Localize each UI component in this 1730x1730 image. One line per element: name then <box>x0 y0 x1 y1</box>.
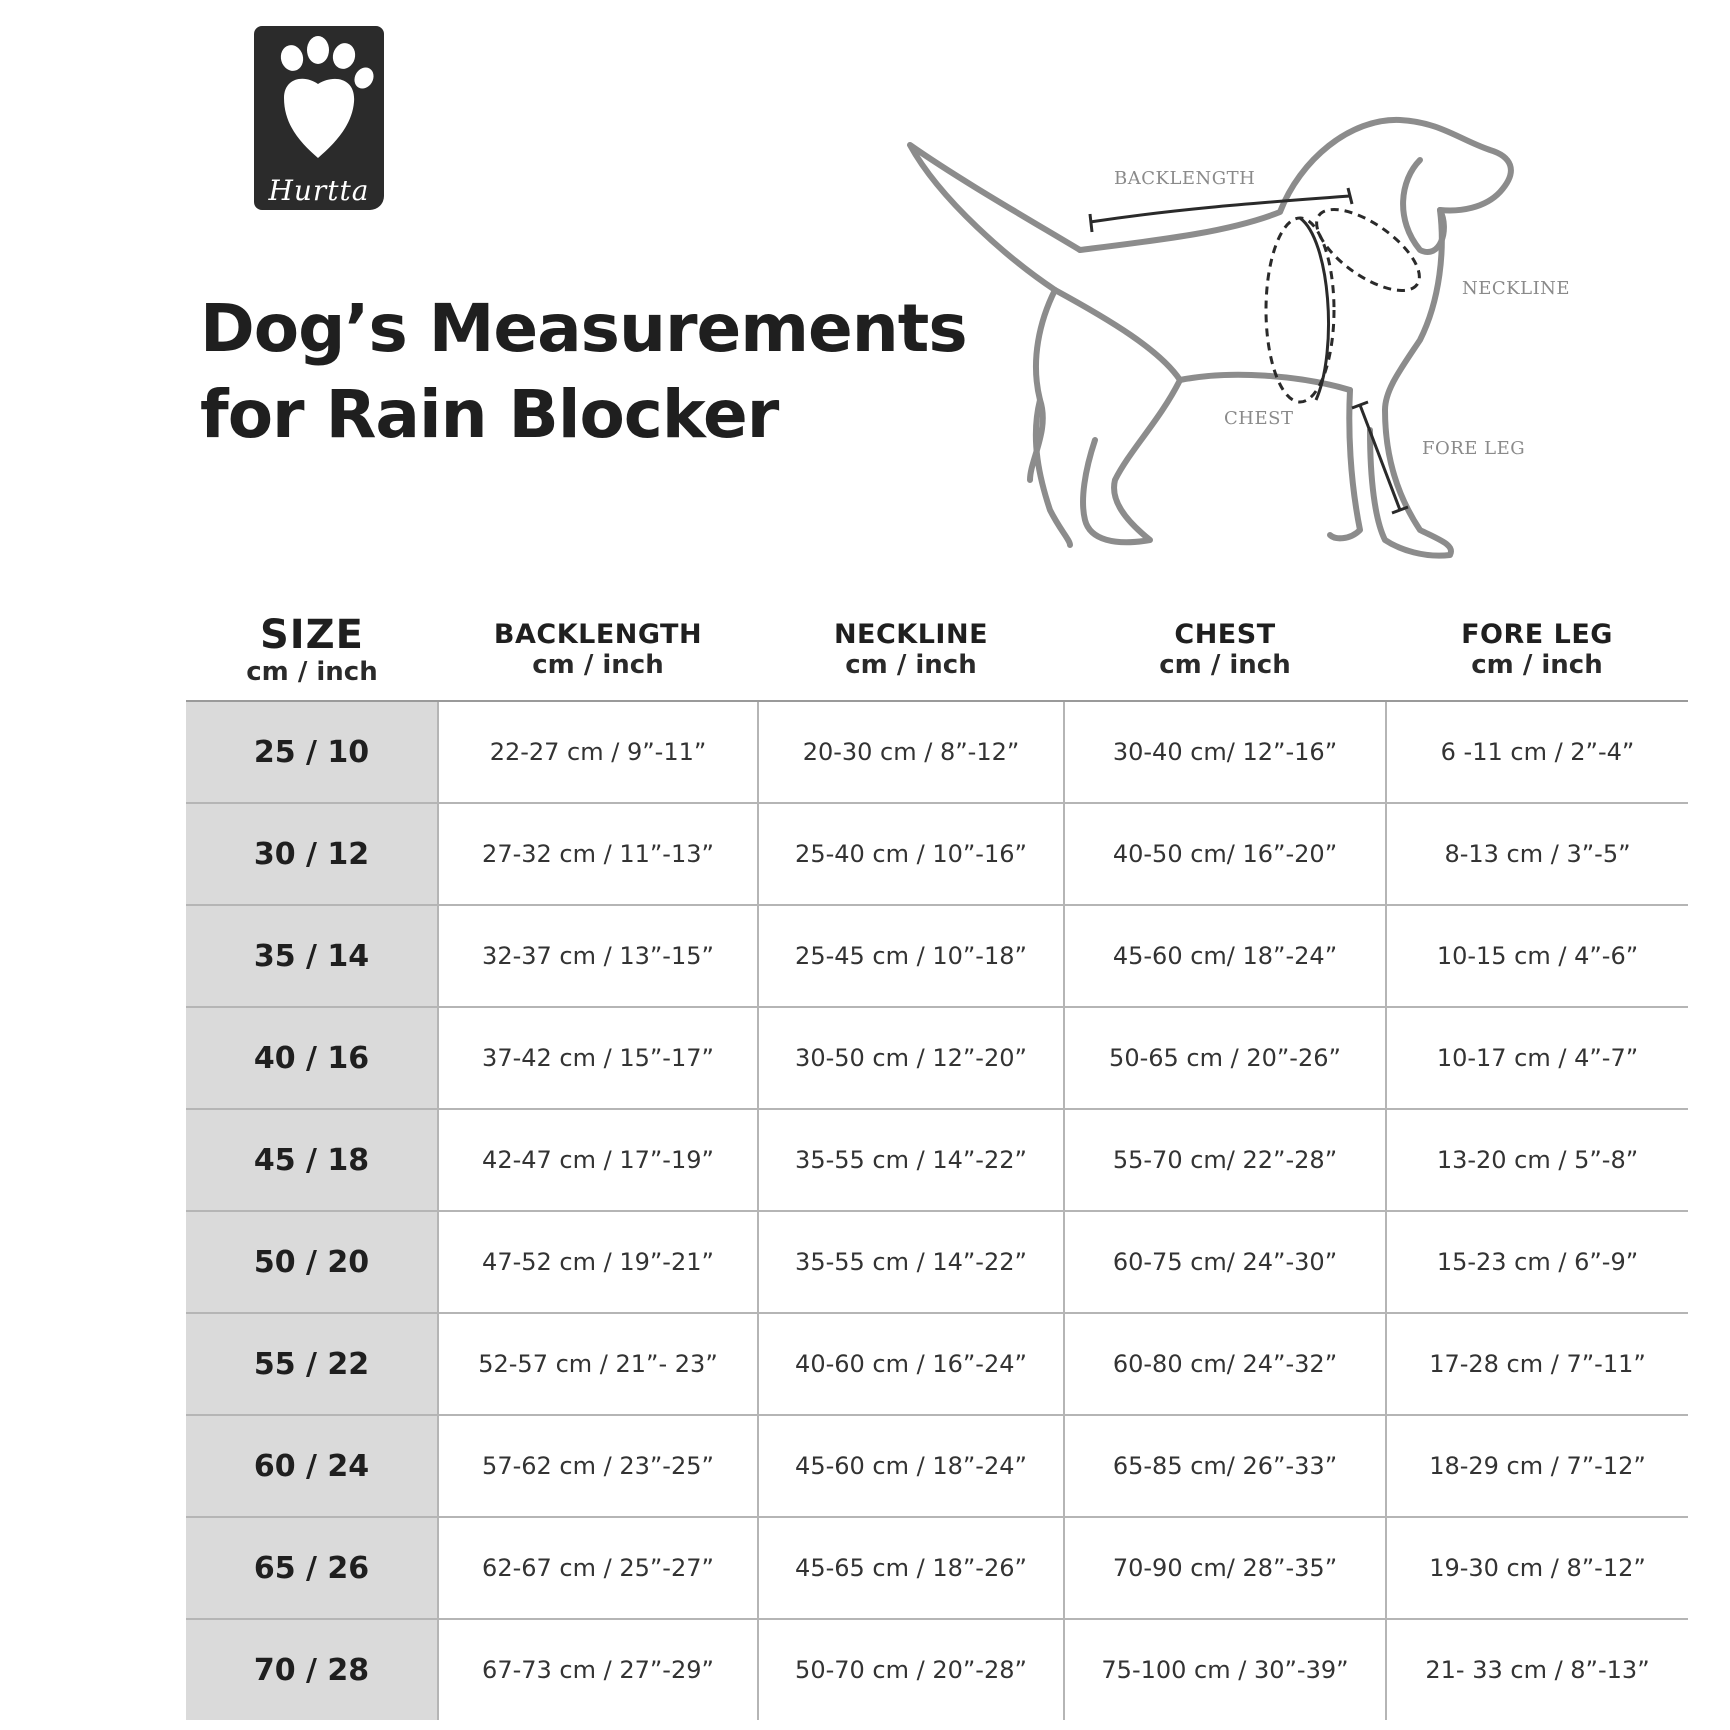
backlength-cell: 57-62 cm / 23”-25” <box>437 1415 758 1518</box>
header-foreleg: FORE LEG cm / inch <box>1386 600 1688 702</box>
table-row: 30 / 12 27-32 cm / 11”-13” 25-40 cm / 10”-… <box>186 803 1688 906</box>
foreleg-cell: 18-29 cm / 7”-12” <box>1385 1415 1688 1518</box>
size-chart-table: SIZE cm / inch BACKLENGTH cm / inch NECKLI… <box>186 600 1688 1720</box>
size-cell: 65 / 26 <box>186 1517 438 1620</box>
size-cell: 30 / 12 <box>186 803 438 906</box>
chest-cell: 30-40 cm/ 12”-16” <box>1063 701 1386 804</box>
chest-cell: 55-70 cm/ 22”-28” <box>1063 1109 1386 1212</box>
backlength-cell: 67-73 cm / 27”-29” <box>437 1619 758 1720</box>
neckline-cell: 20-30 cm / 8”-12” <box>757 701 1064 804</box>
header-neckline: NECKLINE cm / inch <box>758 600 1064 702</box>
label-foreleg: FORE LEG <box>1422 438 1526 459</box>
neckline-cell: 25-45 cm / 10”-18” <box>757 905 1064 1008</box>
table-row: 50 / 20 47-52 cm / 19”-21” 35-55 cm / 14”-… <box>186 1211 1688 1314</box>
chest-cell: 45-60 cm/ 18”-24” <box>1063 905 1386 1008</box>
backlength-cell: 27-32 cm / 11”-13” <box>437 803 758 906</box>
chest-cell: 40-50 cm/ 16”-20” <box>1063 803 1386 906</box>
neckline-cell: 25-40 cm / 10”-16” <box>757 803 1064 906</box>
size-cell: 55 / 22 <box>186 1313 438 1416</box>
neckline-cell: 35-55 cm / 14”-22” <box>757 1211 1064 1314</box>
foreleg-cell: 19-30 cm / 8”-12” <box>1385 1517 1688 1620</box>
paw-print-icon <box>280 36 374 158</box>
foreleg-cell: 17-28 cm / 7”-11” <box>1385 1313 1688 1416</box>
chest-cell: 60-75 cm/ 24”-30” <box>1063 1211 1386 1314</box>
table-row: 70 / 28 67-73 cm / 27”-29” 50-70 cm / 20”-… <box>186 1619 1688 1720</box>
foreleg-cell: 21- 33 cm / 8”-13” <box>1385 1619 1688 1720</box>
size-cell: 40 / 16 <box>186 1007 438 1110</box>
backlength-cell: 47-52 cm / 19”-21” <box>437 1211 758 1314</box>
size-cell: 70 / 28 <box>186 1619 438 1720</box>
backlength-cell: 22-27 cm / 9”-11” <box>437 701 758 804</box>
chest-cell: 50-65 cm / 20”-26” <box>1063 1007 1386 1110</box>
size-cell: 60 / 24 <box>186 1415 438 1518</box>
page-title: Dog’s Measurements for Rain Blocker <box>200 286 968 458</box>
foreleg-cell: 10-17 cm / 4”-7” <box>1385 1007 1688 1110</box>
neckline-cell: 45-65 cm / 18”-26” <box>757 1517 1064 1620</box>
label-chest: CHEST <box>1224 408 1294 429</box>
dog-outline-illustration <box>907 116 1514 559</box>
table-row: 35 / 14 32-37 cm / 13”-15” 25-45 cm / 10”-… <box>186 905 1688 1008</box>
foreleg-cell: 8-13 cm / 3”-5” <box>1385 803 1688 906</box>
title-line-1: Dog’s Measurements <box>200 290 968 367</box>
header-backlength: BACKLENGTH cm / inch <box>438 600 758 702</box>
table-row: 65 / 26 62-67 cm / 25”-27” 45-65 cm / 18”-… <box>186 1517 1688 1620</box>
brand-logo: Hurtta <box>254 26 384 210</box>
backlength-cell: 37-42 cm / 15”-17” <box>437 1007 758 1110</box>
size-cell: 50 / 20 <box>186 1211 438 1314</box>
chest-cell: 70-90 cm/ 28”-35” <box>1063 1517 1386 1620</box>
neckline-cell: 40-60 cm / 16”-24” <box>757 1313 1064 1416</box>
foreleg-cell: 15-23 cm / 6”-9” <box>1385 1211 1688 1314</box>
backlength-cell: 52-57 cm / 21”- 23” <box>437 1313 758 1416</box>
foreleg-cell: 13-20 cm / 5”-8” <box>1385 1109 1688 1212</box>
chest-cell: 60-80 cm/ 24”-32” <box>1063 1313 1386 1416</box>
title-line-2: for Rain Blocker <box>200 376 779 453</box>
neckline-cell: 50-70 cm / 20”-28” <box>757 1619 1064 1720</box>
foreleg-cell: 10-15 cm / 4”-6” <box>1385 905 1688 1008</box>
size-cell: 35 / 14 <box>186 905 438 1008</box>
size-cell: 25 / 10 <box>186 701 438 804</box>
table-header-row: SIZE cm / inch BACKLENGTH cm / inch NECKLI… <box>186 600 1688 702</box>
label-backlength: BACKLENGTH <box>1114 168 1256 189</box>
table-row: 40 / 16 37-42 cm / 15”-17” 30-50 cm / 12”-… <box>186 1007 1688 1110</box>
neckline-cell: 30-50 cm / 12”-20” <box>757 1007 1064 1110</box>
neckline-cell: 35-55 cm / 14”-22” <box>757 1109 1064 1212</box>
table-row: 45 / 18 42-47 cm / 17”-19” 35-55 cm / 14”-… <box>186 1109 1688 1212</box>
backlength-cell: 42-47 cm / 17”-19” <box>437 1109 758 1212</box>
size-cell: 45 / 18 <box>186 1109 438 1212</box>
table-row: 25 / 10 22-27 cm / 9”-11” 20-30 cm / 8”-12… <box>186 701 1688 804</box>
chest-cell: 75-100 cm / 30”-39” <box>1063 1619 1386 1720</box>
table-row: 55 / 22 52-57 cm / 21”- 23” 40-60 cm / 16”… <box>186 1313 1688 1416</box>
neckline-cell: 45-60 cm / 18”-24” <box>757 1415 1064 1518</box>
brand-name: Hurtta <box>268 174 370 207</box>
backlength-cell: 32-37 cm / 13”-15” <box>437 905 758 1008</box>
header-chest: CHEST cm / inch <box>1064 600 1386 702</box>
chest-cell: 65-85 cm/ 26”-33” <box>1063 1415 1386 1518</box>
dog-measurement-diagram: BACKLENGTH NECKLINE CHEST FORE LEG <box>880 100 1600 570</box>
header-size: SIZE cm / inch <box>186 600 438 702</box>
table-row: 60 / 24 57-62 cm / 23”-25” 45-60 cm / 18”-… <box>186 1415 1688 1518</box>
backlength-cell: 62-67 cm / 25”-27” <box>437 1517 758 1620</box>
label-neckline: NECKLINE <box>1462 278 1571 299</box>
foreleg-cell: 6 -11 cm / 2”-4” <box>1385 701 1688 804</box>
